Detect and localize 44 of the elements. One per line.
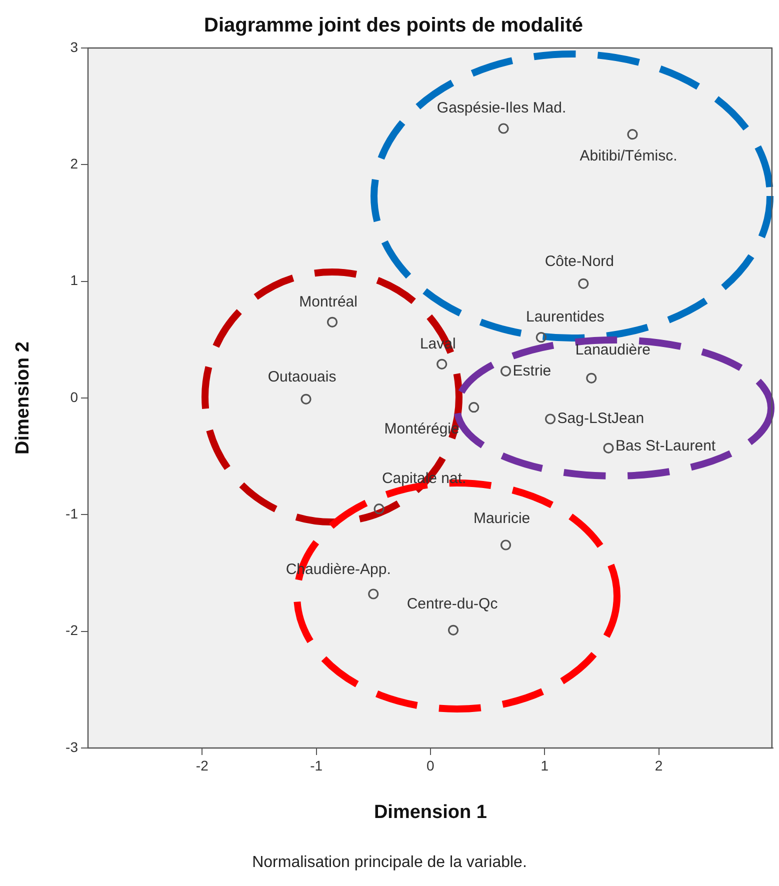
annotation: Sag-LStJean (557, 410, 644, 428)
point (448, 624, 459, 636)
point (326, 316, 338, 328)
annotation: Gaspésie-Iles Mad. (436, 100, 566, 117)
y-tick-label: -2 (66, 622, 78, 638)
x-axis-title: Dimension 1 (374, 802, 488, 823)
y-tick-label: -3 (66, 738, 78, 755)
point (374, 504, 384, 514)
x-tick-label: 1 (540, 757, 549, 774)
point (536, 332, 546, 343)
chart-title: Diagramme joint des points de modalité (204, 14, 583, 37)
point (586, 372, 597, 384)
point (368, 588, 379, 600)
annotation: Mauricie (473, 510, 530, 528)
point (627, 129, 638, 140)
annotation: Centre-du-Qc (406, 595, 498, 612)
annotation: Abitibi/Témisc. (580, 147, 678, 164)
annotation: Outaouais (268, 368, 336, 386)
y-axis-title: Dimension 2 (12, 342, 34, 454)
point (498, 123, 509, 134)
annotation: Laurentides (526, 308, 604, 326)
text: Normalisation principale de la variable. (251, 854, 528, 872)
y-tick-label: 0 (70, 388, 78, 405)
x-tick-label: 2 (654, 757, 663, 774)
point (500, 366, 512, 376)
point (500, 540, 512, 550)
annotation: Estrie (512, 362, 552, 380)
y-tick-label: 2 (70, 156, 78, 172)
x-tick-label: 0 (426, 757, 435, 774)
y-tick-label: 1 (70, 272, 78, 288)
y-tick-label: 3 (70, 38, 78, 55)
point (468, 402, 480, 413)
y-tick-label: -1 (66, 506, 78, 522)
annotation: Côte-Nord (544, 252, 614, 270)
point (545, 414, 556, 424)
x-tick-label: -2 (196, 757, 209, 774)
point (436, 358, 448, 370)
point (578, 278, 589, 289)
x-tick-label: -1 (310, 757, 323, 774)
point (300, 394, 312, 404)
annotation: Lanaudière (575, 341, 650, 358)
annotation: Bas St-Laurent (616, 437, 716, 454)
annotation: Montréal (299, 293, 358, 310)
point (603, 442, 614, 454)
